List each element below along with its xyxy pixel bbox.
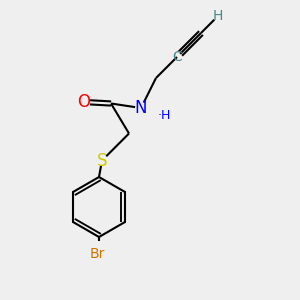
Text: N: N bbox=[135, 99, 147, 117]
Text: O: O bbox=[77, 93, 91, 111]
Text: C: C bbox=[172, 50, 182, 64]
Text: Br: Br bbox=[90, 247, 105, 260]
Text: H: H bbox=[212, 10, 223, 23]
Text: S: S bbox=[97, 152, 107, 169]
Text: ·H: ·H bbox=[158, 109, 171, 122]
